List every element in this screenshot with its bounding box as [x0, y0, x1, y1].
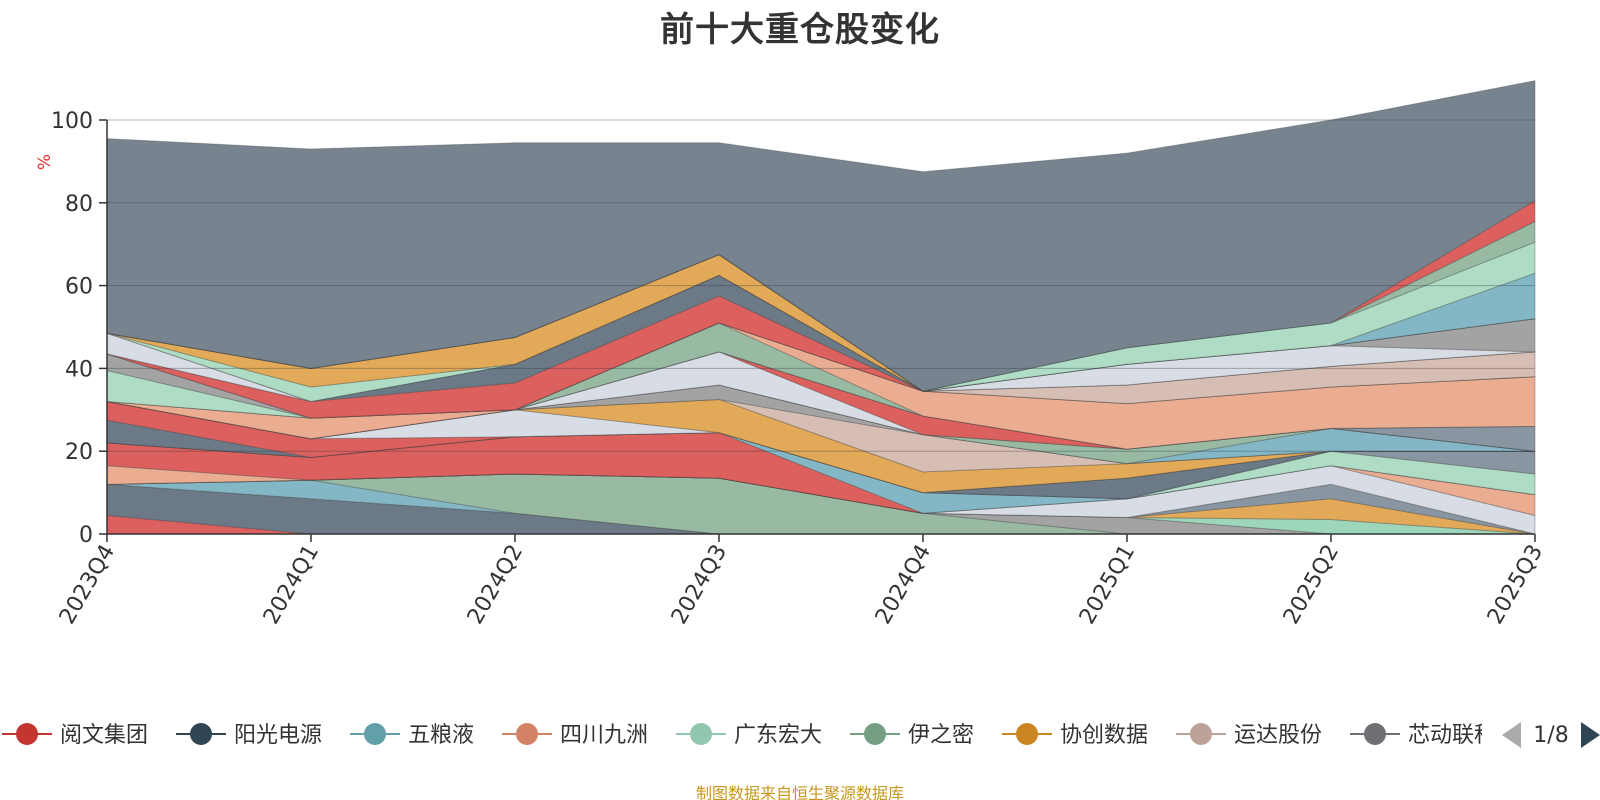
y-tick-label: 40: [65, 357, 93, 382]
y-tick-label: 100: [51, 109, 93, 134]
area-layer: [106, 80, 1536, 535]
area-series-9: [106, 465, 1536, 517]
area-series-8: [106, 465, 1536, 535]
area-series-24: [106, 351, 1536, 452]
x-tick-label: 2023Q4: [55, 541, 120, 629]
y-tick-label: 20: [65, 440, 93, 465]
legend-page-indicator: 1/8: [1533, 723, 1568, 748]
legend-marker: [1364, 723, 1386, 745]
legend-label: 协创数据: [1060, 723, 1148, 748]
legend-label: 伊之密: [908, 723, 974, 748]
legend-label: 运达股份: [1234, 723, 1322, 748]
x-tick-label: 2024Q3: [667, 541, 732, 629]
grid-layer: [107, 119, 1535, 452]
legend-marker: [1016, 723, 1038, 745]
area-series-39: [106, 241, 1536, 392]
legend-label: 阅文集团: [60, 723, 148, 748]
x-tick-label: 2025Q1: [1075, 541, 1140, 629]
legend-item-0: 阅文集团: [2, 723, 148, 748]
legend-marker: [190, 723, 212, 745]
legend-item-4: 广东宏大: [676, 723, 822, 748]
legend-item-8: 芯动联科: [1350, 723, 1496, 748]
legend-item-1: 阳光电源: [176, 723, 322, 748]
area-series-4: [106, 473, 1535, 535]
y-axis-label: %: [35, 154, 55, 170]
legend-marker: [516, 723, 538, 745]
legend-marker: [16, 723, 38, 745]
area-series-18: [106, 398, 1535, 473]
x-tick-label: 2024Q1: [259, 541, 324, 629]
area-series-17: [106, 398, 1535, 494]
legend-prev-arrow[interactable]: [1502, 722, 1521, 748]
area-series-3: [106, 473, 1535, 535]
legend-label: 四川九洲: [560, 723, 648, 748]
area-series-16: [106, 401, 1535, 494]
legend-marker: [1190, 723, 1212, 745]
x-tick-label: 2025Q2: [1279, 541, 1344, 629]
legend-item-6: 协创数据: [1002, 723, 1148, 748]
legend-label: 芯动联科: [1408, 723, 1496, 748]
x-tick-label: 2025Q3: [1483, 541, 1548, 629]
area-series-2: [106, 479, 1535, 535]
legend-marker: [690, 723, 712, 745]
legend-marker: [864, 723, 886, 745]
y-tick-label: 80: [65, 192, 93, 217]
legend-marker: [364, 723, 386, 745]
area-series-42: [106, 80, 1536, 392]
legend-label: 五粮液: [408, 723, 474, 748]
chart-title: 前十大重仓股变化: [660, 10, 940, 50]
y-tick-label: 0: [79, 523, 93, 548]
legend-item-3: 四川九洲: [502, 723, 648, 748]
legend-label: 阳光电源: [234, 723, 322, 748]
legend-item-2: 五粮液: [350, 723, 474, 748]
x-tick-label: 2024Q4: [871, 541, 936, 629]
x-tick-label: 2024Q2: [463, 541, 528, 629]
legend-label: 广东宏大: [734, 723, 822, 748]
legend-item-5: 伊之密: [850, 723, 974, 748]
area-series-40: [106, 220, 1536, 392]
legend: 阅文集团 阳光电源 五粮液 四川九洲 广东宏大 伊之密 协创数据 运达股份 芯动联科 1/8: [2, 722, 1600, 748]
area-series-38: [106, 253, 1536, 392]
legend-items: 阅文集团 阳光电源 五粮液 四川九洲 广东宏大 伊之密 协创数据 运达股份 芯动联科: [2, 723, 1496, 748]
area-series-12: [106, 432, 1536, 500]
legend-next-arrow[interactable]: [1581, 722, 1600, 748]
y-tick-label: 60: [65, 275, 93, 300]
legend-item-7: 运达股份: [1176, 723, 1322, 748]
area-series-13: [106, 432, 1536, 500]
area-series-41: [106, 199, 1536, 392]
data-source-note: 制图数据来自恒生聚源数据库: [695, 784, 904, 800]
